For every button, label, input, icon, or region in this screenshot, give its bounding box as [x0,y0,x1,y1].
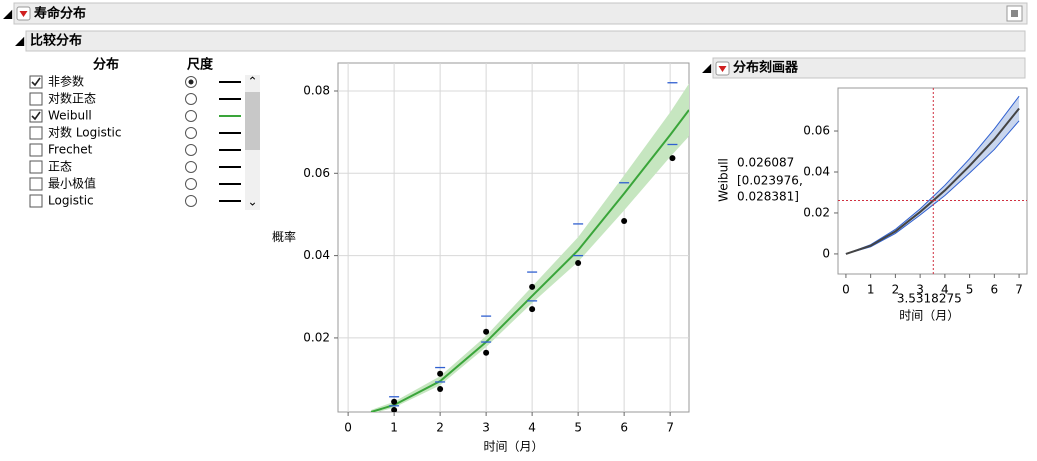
menu-icon [718,66,727,72]
x-tick-label: 6 [991,283,999,297]
disclosure[interactable]: ◢ [702,61,712,75]
data-point [391,406,398,412]
y-tick-label: 0.04 [303,248,330,262]
interval-label: [0.023976, [737,174,803,188]
plot-frame [837,87,1028,275]
x-tick-label: 1 [390,421,398,435]
profiler-bar [712,57,1026,79]
scroll-up[interactable]: ⌃ [247,75,257,89]
y-tick-label: 0.02 [803,205,830,219]
distribution-label: 对数正态 [48,91,96,106]
x-tick-label: 4 [941,283,949,297]
distribution-label: 非参数 [48,74,84,89]
radio[interactable] [185,127,197,139]
data-point [483,349,490,356]
radio[interactable] [185,144,197,156]
data-point [391,398,398,405]
checkbox[interactable] [29,75,43,89]
y-tick-label: 0.06 [803,124,830,138]
x-tick-label: 0 [344,421,352,435]
data-point [437,370,444,377]
y-tick-label: 0.08 [303,83,330,97]
data-point [529,306,536,313]
interval-label: 0.028381] [737,190,799,204]
data-point [483,328,490,335]
check-mark [31,77,41,87]
checkbox[interactable] [29,160,43,174]
radio[interactable] [185,110,197,122]
window-title: 寿命分布 [34,6,86,22]
x-tick-label: 2 [436,421,444,435]
plot-layer [370,82,689,412]
plot-frame [337,62,690,413]
y-tick-label: 0.04 [803,164,830,178]
checkbox[interactable] [29,143,43,157]
plot-layer [838,88,1027,274]
distribution-label: 最小极值 [48,176,96,191]
checkbox[interactable] [29,177,43,191]
scrollbar-thumb[interactable] [245,92,260,150]
disclosure[interactable]: ◢ [3,7,13,21]
pin-icon [1011,10,1018,17]
x-tick-label: 2 [892,283,900,297]
data-point [575,260,582,267]
x-tick-label: 7 [666,421,674,435]
x-tick-label: 3 [916,283,924,297]
section-title: 比较分布 [30,33,82,49]
y-tick-label: 0 [822,246,830,260]
checkbox[interactable] [29,194,43,208]
distribution-label: Frechet [48,143,93,157]
fit-line [370,109,689,412]
disclosure[interactable]: ◢ [15,34,25,48]
y-axis-label: 概率 [272,229,296,244]
x-tick-label: 6 [620,421,628,435]
y-tick-label: 0.06 [303,166,330,180]
scroll-down[interactable]: ⌄ [247,195,257,209]
data-point [669,155,676,162]
profiler-title: 分布刻画器 [733,60,799,76]
band-lower [845,120,1020,255]
checkbox[interactable] [29,109,43,123]
menu-icon [19,11,28,17]
distribution-label: Logistic [48,194,94,208]
data-point [529,283,536,290]
x-axis-label: 时间（月） [899,309,959,323]
x-tick-label: 4 [528,421,536,435]
radio[interactable] [185,161,197,173]
x-axis-label: 时间（月） [483,440,543,454]
x-tick-label: 5 [966,283,974,297]
x-tick-label: 1 [867,283,875,297]
distribution-label: 正态 [48,160,72,174]
data-point [621,218,628,225]
distribution-label: Weibull [48,109,92,123]
column-header: 尺度 [187,57,214,73]
y-axis-label: Weibull [717,158,731,202]
y-tick-label: 0.02 [303,330,330,344]
radio[interactable] [185,195,197,207]
x-tick-label: 3 [482,421,490,435]
x-tick-label: 7 [1015,283,1023,297]
distribution-label: 对数 Logistic [48,125,121,140]
current-x: 3.5318275 [897,292,962,306]
radio[interactable] [185,178,197,190]
column-header: 分布 [93,57,119,73]
data-point [437,385,444,392]
title-bar [13,2,1028,25]
radio[interactable] [185,93,197,105]
current-y: 0.026087 [737,156,794,170]
band-upper [845,95,1020,255]
x-tick-label: 5 [574,421,582,435]
checkbox[interactable] [29,92,43,106]
section-bar [25,30,1026,52]
check-mark [31,111,41,121]
x-tick-label: 0 [842,283,850,297]
fit-line [845,107,1020,255]
radio-dot [188,79,194,85]
checkbox[interactable] [29,126,43,140]
